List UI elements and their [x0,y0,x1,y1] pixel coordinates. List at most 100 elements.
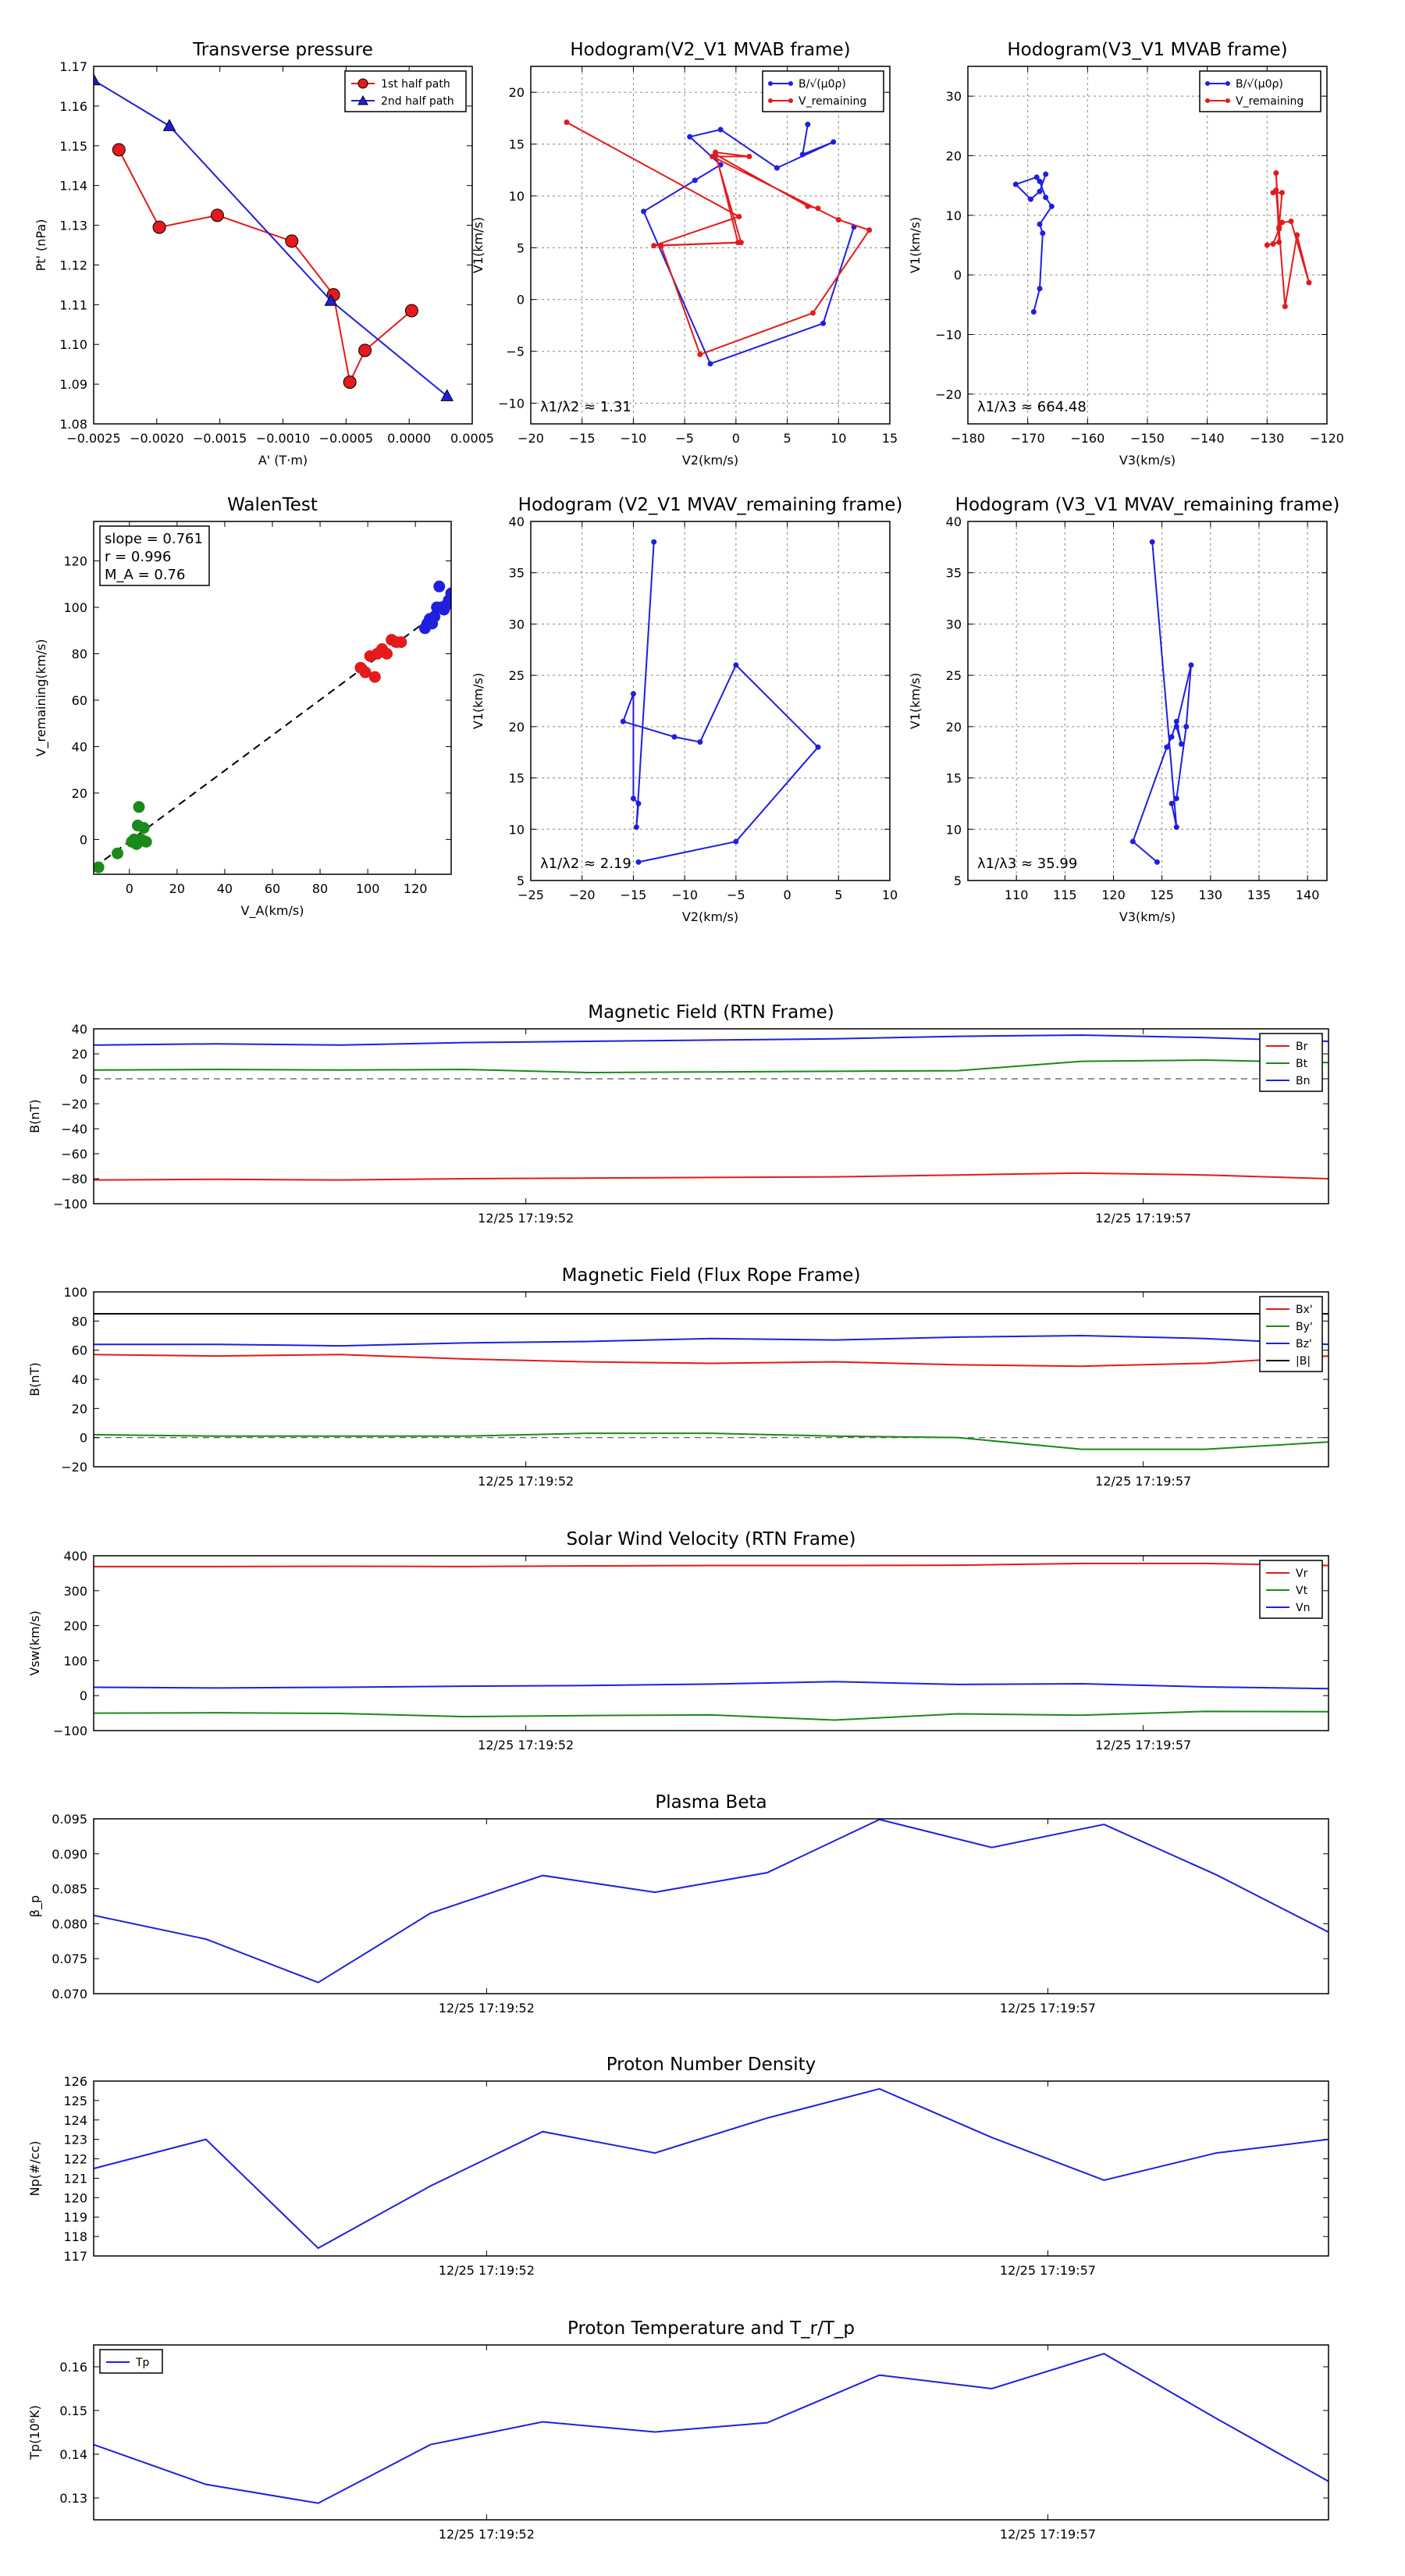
data-point [809,310,816,316]
y-axis-label: V1(km/s) [908,673,923,729]
x-tick-label: −140 [1190,431,1225,446]
data-point [1033,174,1040,180]
data-point [1270,240,1276,247]
series-line-Bx [94,1354,1329,1368]
y-tick-label: 119 [63,2210,87,2225]
data-point [381,648,393,660]
series-line-Br [94,1172,1329,1181]
chart-h4: Hodogram (V3_V1 MVAV_remaining frame) 5 10… [908,495,1339,924]
plot-frame [93,1291,1329,1468]
y-tick-label: −20 [935,387,962,402]
y-tick-label: 120 [63,554,87,569]
y-tick-label: 100 [63,1285,87,1300]
data-point [94,73,101,86]
y-tick-label: 20 [946,149,962,164]
legend-label: 1st half path [381,78,450,91]
y-tick-label: −40 [61,1122,87,1137]
x-tick-label: −20 [569,888,596,902]
x-tick-label: 10 [831,431,846,446]
y-tick-label: 0 [80,1072,87,1087]
data-point [835,216,841,222]
data-point [866,227,873,233]
y-axis-label: Np(#/cc) [27,2141,42,2197]
y-tick-label: 5 [954,873,962,888]
y-tick-label: 100 [63,1653,87,1668]
series-line-Bz [94,1334,1329,1347]
plot-frame [93,1028,1329,1204]
series-line-Vr [94,1562,1329,1567]
x-tick-label: 12/25 17:19:52 [439,2263,535,2278]
x-tick-label: 15 [882,431,898,446]
y-tick-label: 5 [517,873,525,888]
y-tick-label: −60 [61,1147,87,1162]
y-tick-label: 10 [509,189,525,204]
data-point [820,320,827,326]
y-tick-label: 300 [63,1584,87,1599]
y-tick-label: 1.13 [59,219,87,233]
data-point [651,539,657,545]
data-layer [94,2353,1329,2504]
x-tick-label: −150 [1130,431,1165,446]
data-point [651,243,657,249]
chart-title: Proton Temperature and T_r/T_p [567,2318,855,2339]
data-point [1188,662,1194,668]
y-tick-label: −20 [61,1097,87,1112]
chart-mag_rtn: Magnetic Field (RTN Frame) −100 −80 −60 −40 −… [27,1002,1329,1226]
x-axis-label: V3(km/s) [1119,453,1176,468]
data-point [1149,539,1155,545]
data-point [1037,178,1043,184]
y-tick-label: 5 [517,240,525,255]
plot-frame [93,2080,1329,2257]
y-tick-label: 126 [63,2074,87,2089]
legend-label: Bz' [1296,1338,1312,1350]
x-tick-label: 12/25 17:19:57 [1000,2527,1096,2542]
x-axis-label: V2(km/s) [682,453,738,468]
data-layer [1129,539,1194,865]
data-point [1168,800,1175,806]
y-tick-label: 30 [509,617,525,632]
y-tick-label: 30 [946,89,962,104]
chart-title: Plasma Beta [655,1792,767,1813]
legend-marker [1205,81,1210,86]
y-axis-label: B(nT) [27,1362,42,1396]
legend-marker [1225,81,1230,86]
y-tick-label: 40 [509,514,525,529]
chart-title: Solar Wind Velocity (RTN Frame) [566,1529,855,1550]
legend-label: By' [1296,1321,1313,1333]
data-point [658,243,664,249]
data-point [1282,304,1288,310]
data-point [433,580,446,592]
y-tick-label: 40 [72,1022,87,1037]
series-line-Np [94,2087,1329,2250]
x-tick-label: 100 [356,881,380,896]
x-tick-label: −0.0005 [319,431,373,446]
data-point [1037,221,1043,227]
chart-title: Proton Number Density [606,2055,816,2075]
chart-h2: Hodogram(V3_V1 MVAB frame) −20 −10 0 10 20 30 −… [908,40,1344,468]
y-tick-label: 15 [509,137,525,152]
data-point [1279,219,1285,226]
plot-frame [93,1818,1329,1994]
y-tick-label: 80 [72,647,87,662]
x-tick-label: 12/25 17:19:57 [1095,1474,1191,1489]
y-tick-label: 0 [80,832,87,847]
series-line-By [94,1432,1329,1450]
x-tick-label: −0.0015 [193,431,247,446]
y-tick-label: 0.14 [59,2447,87,2462]
y-axis-label: B(nT) [27,1099,42,1133]
data-layer [1012,170,1312,315]
data-layer [94,1313,1329,1450]
y-tick-label: 100 [63,600,87,615]
y-tick-label: 80 [72,1314,87,1329]
data-point [805,203,811,209]
legend-label: B/√(μ0ρ) [1236,78,1283,91]
legend-label: Vr [1296,1567,1308,1580]
data-point [1306,279,1312,286]
x-tick-label: 120 [1101,888,1126,902]
data-point [1288,218,1294,224]
y-tick-label: 10 [946,822,962,837]
annotation-text: λ1/λ3 ≈ 35.99 [977,856,1077,872]
y-tick-label: 0.090 [52,1847,87,1862]
y-tick-label: 1.12 [59,258,87,272]
